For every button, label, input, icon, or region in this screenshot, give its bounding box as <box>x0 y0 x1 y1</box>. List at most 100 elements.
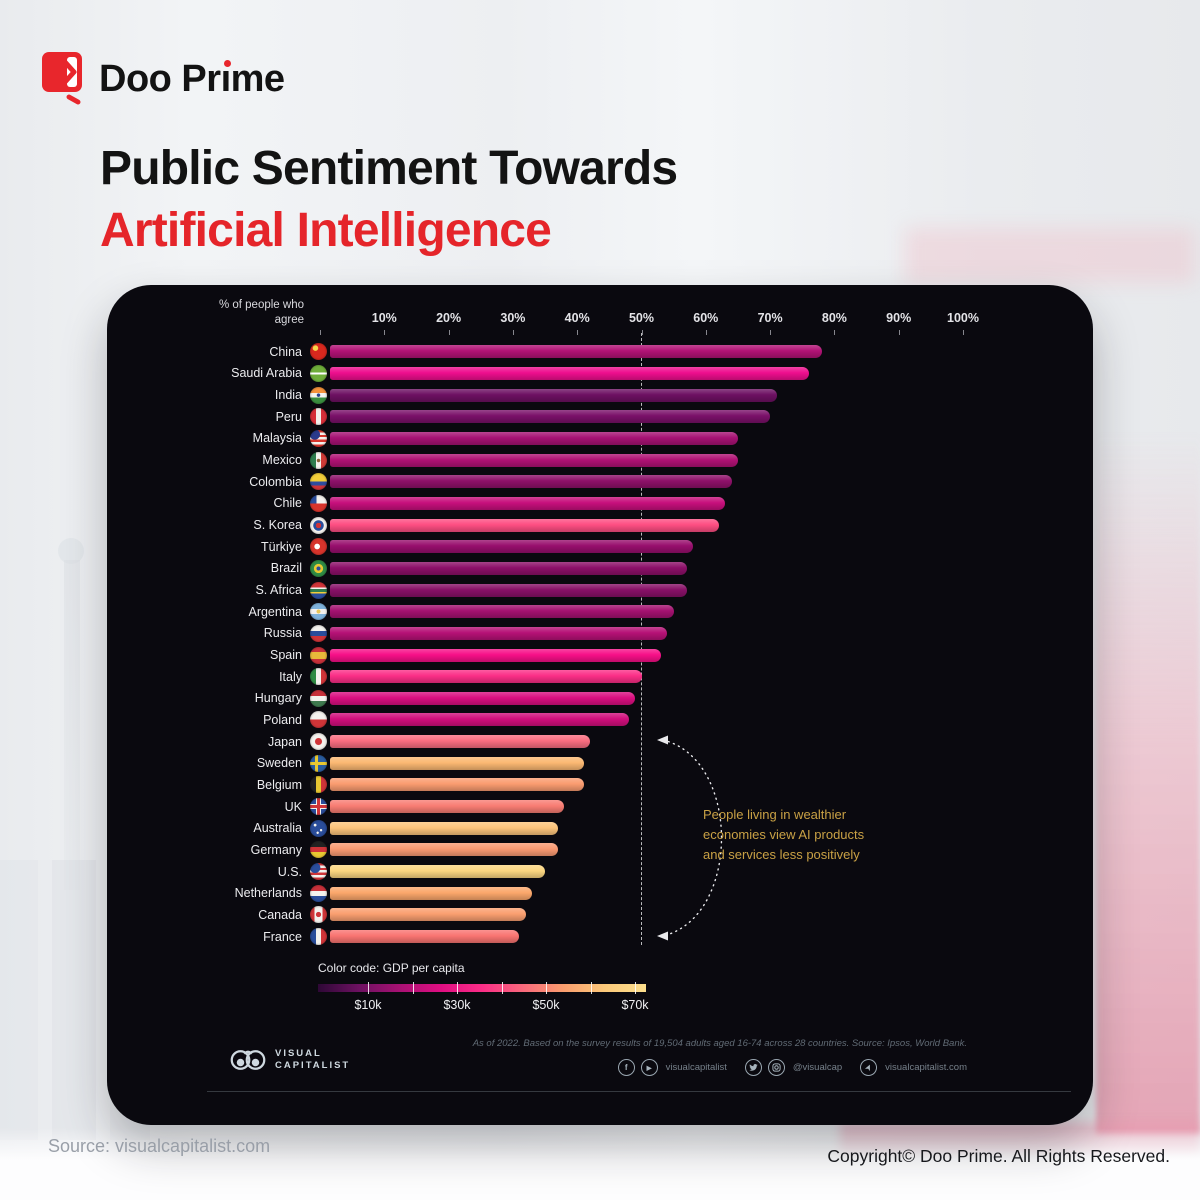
country-label: UK <box>284 799 302 814</box>
country-label: Netherlands <box>234 886 302 901</box>
country-label: Peru <box>275 409 302 424</box>
country-label: Canada <box>258 907 302 922</box>
flag-germany-icon <box>310 841 327 859</box>
flag-poland-icon <box>310 711 327 729</box>
country-bar <box>330 431 738 445</box>
country-label: China <box>269 344 302 359</box>
country-bar <box>330 865 546 879</box>
chart-row: Italy <box>107 666 1093 688</box>
chart-row: Hungary <box>107 688 1093 710</box>
youtube-icon: ▶ <box>640 1059 658 1076</box>
flag-netherlands-icon <box>310 884 327 902</box>
axis-tick-mark <box>705 330 707 335</box>
flag-s-africa-icon <box>310 581 327 599</box>
twitter-icon <box>744 1059 762 1076</box>
flag-t-rkiye-icon <box>310 538 327 556</box>
pink-glow-top <box>905 228 1195 283</box>
flag-argentina-icon <box>310 603 327 621</box>
brand-text-right: me <box>230 57 285 100</box>
footer-divider <box>207 1091 1071 1092</box>
country-bar <box>330 778 584 792</box>
chart-row: Mexico <box>107 449 1093 471</box>
flag-china-icon <box>310 343 327 361</box>
chart-row: Australia <box>107 817 1093 839</box>
chart-row: Canada <box>107 904 1093 926</box>
doo-prime-logo-icon <box>42 52 82 105</box>
country-label: Türkiye <box>261 539 302 554</box>
flag-chile-icon <box>310 494 327 512</box>
country-bar <box>330 475 732 489</box>
country-label: France <box>263 929 302 944</box>
country-bar <box>330 518 719 532</box>
country-label: Spain <box>270 648 302 663</box>
axis-ticks: 10% 20% 30% 40% 50% 60% 70% 80% 90% 100% <box>107 311 1093 327</box>
country-bar <box>330 583 687 597</box>
brand-logo: Doo Pr ı me <box>42 52 285 106</box>
axis-tick-mark <box>770 330 772 335</box>
country-label: Poland <box>263 712 302 727</box>
axis-tick-mark <box>577 330 579 335</box>
skyline-tower-sphere <box>58 538 84 564</box>
axis-tick-mark <box>448 330 450 335</box>
country-bar <box>330 605 674 619</box>
title-line-1: Public Sentiment Towards <box>100 142 678 195</box>
pink-glow-right <box>1096 430 1200 1135</box>
legend-tick <box>501 982 503 994</box>
cursor-icon: ➤ <box>857 1056 880 1079</box>
flag-australia-icon <box>310 819 327 837</box>
country-label: India <box>274 388 302 403</box>
chart-footnote: As of 2022. Based on the survey results … <box>472 1038 967 1049</box>
country-bar <box>330 626 668 640</box>
country-label: Japan <box>267 734 302 749</box>
country-bar <box>330 453 738 467</box>
country-bar <box>330 366 809 380</box>
chart-row: Netherlands <box>107 882 1093 904</box>
chart-row: China <box>107 341 1093 363</box>
legend-tick <box>590 982 592 994</box>
axis-tick-mark <box>898 330 900 335</box>
legend-tick <box>368 982 369 994</box>
legend-tick-label: $70k <box>621 998 649 1012</box>
country-label: Sweden <box>256 756 302 771</box>
country-label: Chile <box>273 496 303 511</box>
flag-s-korea-icon <box>310 516 327 534</box>
axis-title: % of people who agree <box>218 299 304 326</box>
chart-row: S. Korea <box>107 514 1093 536</box>
country-label: Hungary <box>254 691 302 706</box>
legend-tick-label: $10k <box>354 998 382 1012</box>
brand-wordmark: Doo Pr ı me <box>99 58 285 101</box>
flag-belgium-icon <box>310 776 327 794</box>
title-line-2: Artificial Intelligence <box>100 203 552 257</box>
chart-row: Colombia <box>107 471 1093 493</box>
legend-tick-label: $30k <box>443 998 471 1012</box>
social-handle: @visualcap <box>792 1062 843 1073</box>
visual-capitalist-logo: VISUAL CAPITALIST <box>229 1045 350 1075</box>
flag-sweden-icon <box>310 754 327 772</box>
country-label: S. Africa <box>255 583 302 598</box>
country-bar <box>330 691 636 705</box>
flag-uk-icon <box>310 798 327 816</box>
axis-tick-label: 30% <box>500 311 526 325</box>
chart-row: S. Africa <box>107 579 1093 601</box>
flag-peru-icon <box>310 408 327 426</box>
country-label: Brazil <box>270 561 302 576</box>
country-label: Argentina <box>248 604 302 619</box>
country-label: Russia <box>263 626 302 641</box>
country-bar <box>330 735 591 749</box>
country-bar <box>330 540 693 554</box>
country-bar <box>330 843 558 857</box>
chart-row: UK <box>107 796 1093 818</box>
axis-tick-label: 20% <box>436 311 462 325</box>
chart-row: Germany <box>107 839 1093 861</box>
country-bar <box>330 800 565 814</box>
copyright-note: Copyright© Doo Prime. All Rights Reserve… <box>827 1146 1170 1166</box>
chart-row: Chile <box>107 493 1093 515</box>
bar-rows: China Saudi Arabia India Peru Malaysia M… <box>107 341 1093 947</box>
legend-tick-label: $50k <box>532 998 560 1012</box>
chart-row: Russia <box>107 623 1093 645</box>
country-bar <box>330 756 584 770</box>
country-bar <box>330 930 520 944</box>
flag-france-icon <box>310 928 327 946</box>
legend-tick <box>457 982 458 994</box>
axis-tick-label: 70% <box>757 311 783 325</box>
